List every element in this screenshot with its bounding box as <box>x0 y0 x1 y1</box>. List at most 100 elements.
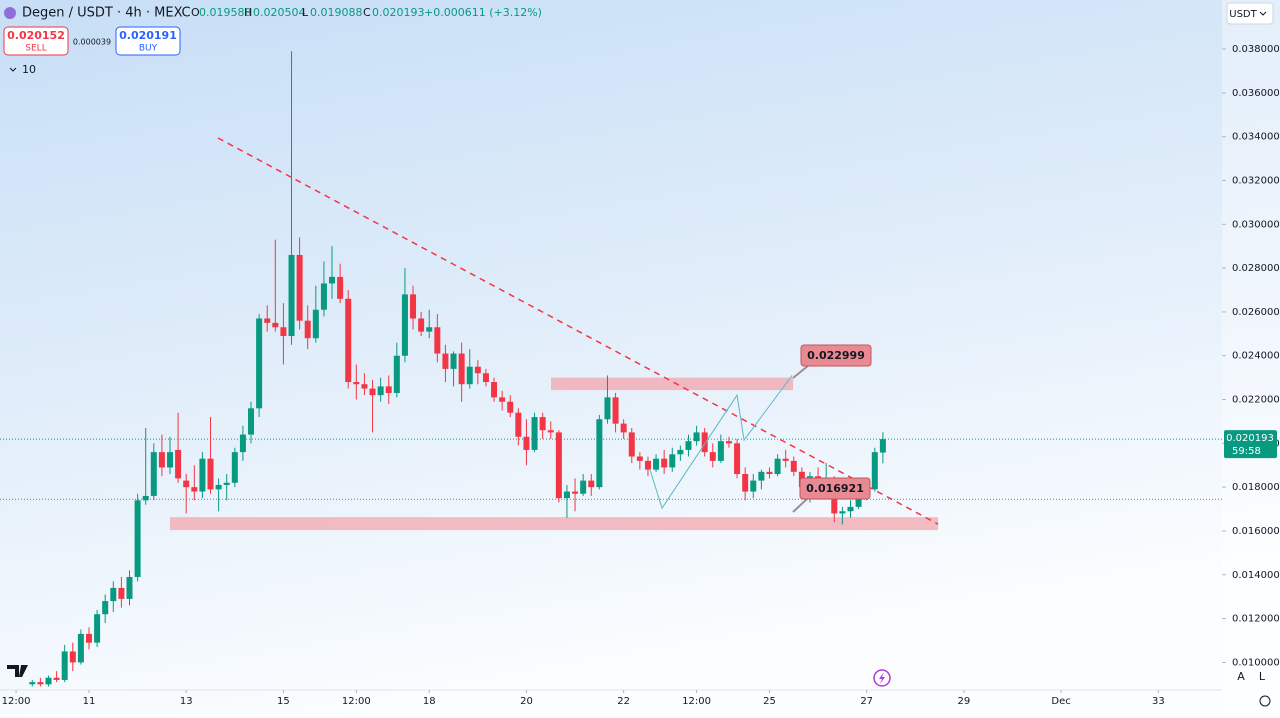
x-tick-label: 33 <box>1152 696 1165 707</box>
candle-body <box>77 633 84 663</box>
x-tick-label: 29 <box>958 696 971 707</box>
candle-body <box>69 651 76 663</box>
candle-body <box>450 353 457 369</box>
candle-body <box>337 276 344 299</box>
symbol: Degen / USDT · 4h · MEXC <box>22 6 191 21</box>
candle-body <box>725 441 732 444</box>
buy-button[interactable] <box>115 26 181 56</box>
candle-body <box>231 452 238 483</box>
candle-body <box>248 408 255 435</box>
candle-body <box>750 480 757 492</box>
candle-body <box>393 355 400 393</box>
candle-body <box>215 484 222 490</box>
candle-body <box>677 449 684 455</box>
x-tick-label: 25 <box>763 696 776 707</box>
candle-body <box>426 327 433 332</box>
candle-body <box>61 651 68 680</box>
candle-body <box>507 401 514 413</box>
candle-body <box>563 491 570 499</box>
y-tick-label: 0.026000 <box>1232 307 1280 318</box>
candle-body <box>37 682 44 685</box>
spread: 0.000039 <box>73 38 111 47</box>
candle-body <box>280 327 287 337</box>
y-tick-label: 0.034000 <box>1232 132 1280 143</box>
settings-icon[interactable] <box>1259 695 1271 707</box>
candle-body <box>175 449 182 479</box>
candle-body <box>734 443 741 475</box>
candle-body <box>596 419 603 488</box>
candle-body <box>669 454 676 468</box>
candle-body <box>410 294 417 319</box>
annotation-box <box>799 477 871 500</box>
candle-body <box>118 587 125 599</box>
auto-button[interactable]: A <box>1237 670 1245 683</box>
candle-body <box>142 495 149 501</box>
candle-body <box>482 373 489 383</box>
y-tick-label: 0.022000 <box>1232 395 1280 406</box>
currency: USDT <box>1229 9 1257 20</box>
sell-button[interactable] <box>3 26 69 56</box>
candle-body <box>709 452 716 461</box>
y-tick-label: 0.028000 <box>1232 263 1280 274</box>
annotation-label: 0.022999 <box>807 349 865 362</box>
candle-body <box>717 441 724 461</box>
candle-body <box>353 382 360 385</box>
candle-body <box>320 283 327 310</box>
zone <box>551 377 794 391</box>
candle-body <box>547 430 554 433</box>
y-tick-label: 0.014000 <box>1232 570 1280 581</box>
y-tick-label: 0.038000 <box>1232 44 1280 55</box>
x-tick-label: 20 <box>520 696 533 707</box>
candle-body <box>53 677 60 680</box>
candle-body <box>871 452 878 490</box>
candle-body <box>653 458 660 470</box>
candle-body <box>183 480 190 488</box>
candle-body <box>620 423 627 433</box>
y-tick-label: 0.012000 <box>1232 614 1280 625</box>
candle-body <box>134 500 141 577</box>
countdown: 59:58 <box>1232 446 1261 457</box>
x-tick-label: 13 <box>180 696 193 707</box>
candle-body <box>361 384 368 389</box>
candle-body <box>304 320 311 339</box>
candle-body <box>572 491 579 494</box>
y-tick-label: 0.010000 <box>1232 657 1280 668</box>
candle-body <box>329 276 336 284</box>
candle-body <box>150 452 157 496</box>
overlay: Degen / USDT · 4h · MEXC O 0.019580 H 0.… <box>3 2 1274 707</box>
tv-logo[interactable] <box>7 665 28 677</box>
candle-body <box>29 682 36 685</box>
ohlc-value: 0.019580 <box>199 6 252 19</box>
candle-body <box>256 318 263 409</box>
collapse-icon[interactable] <box>9 67 17 72</box>
candle-body <box>191 487 198 492</box>
candle-body <box>855 495 862 507</box>
candle-body <box>312 309 319 339</box>
candle-body <box>879 439 886 453</box>
x-tick-label: Dec <box>1051 696 1070 707</box>
candle-body <box>661 458 668 468</box>
candle-body <box>377 386 384 396</box>
annotation-box <box>800 344 872 367</box>
candle-body <box>604 397 611 420</box>
ohlc-value: 0.019088 <box>310 6 363 19</box>
candle-body <box>102 601 109 615</box>
last-price-label: 0.020193 <box>1226 433 1274 444</box>
ohlc-key: H <box>244 6 252 19</box>
sell-label: SELL <box>25 44 46 54</box>
candle-body <box>45 677 52 685</box>
ohlc-value: 0.020504 <box>253 6 306 19</box>
log-button[interactable]: L <box>1259 670 1266 683</box>
buy-label: BUY <box>139 44 158 54</box>
candle-body <box>385 386 392 393</box>
candle-body <box>207 458 214 490</box>
plot: 0.010000 0.012000 0.014000 0.016000 0.018000… <box>0 44 1280 707</box>
candle-body <box>790 460 797 472</box>
ohlc-key: C <box>363 6 371 19</box>
candle-body <box>588 480 595 488</box>
indicator-count[interactable]: 10 <box>22 63 36 76</box>
candle-body <box>466 366 473 385</box>
currency-button[interactable] <box>1226 2 1274 25</box>
